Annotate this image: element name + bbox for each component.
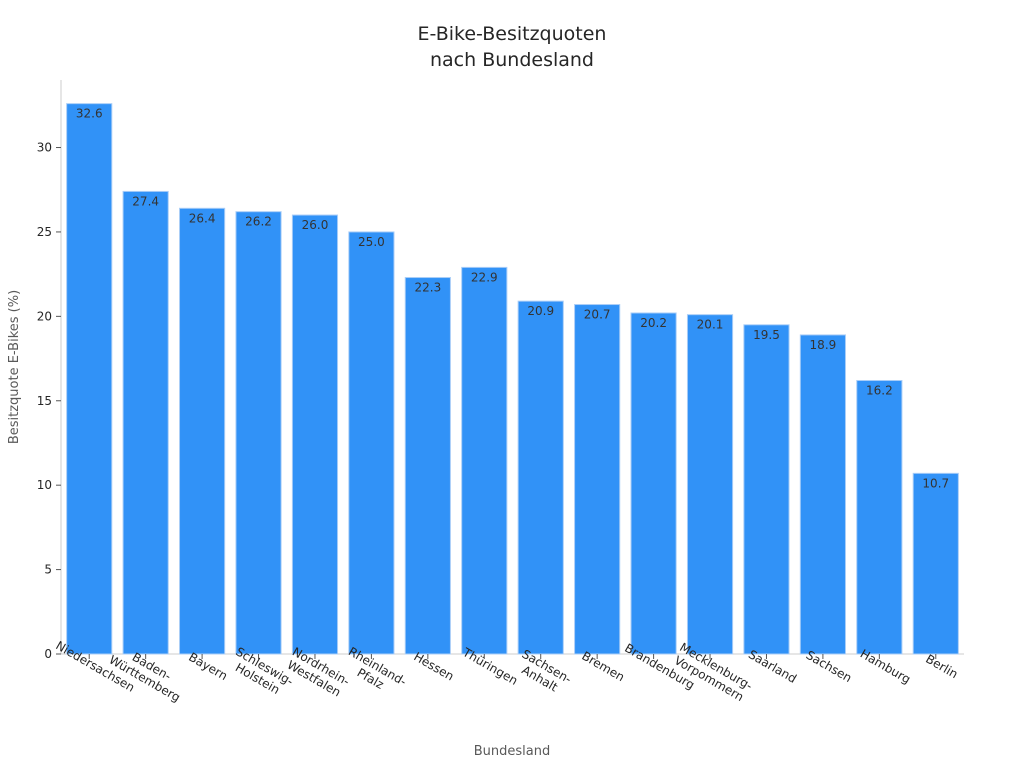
- data-label: 27.4: [132, 194, 159, 208]
- data-label: 19.5: [753, 328, 780, 342]
- x-tick-label-line: Berlin: [923, 652, 960, 682]
- data-label: 22.9: [471, 270, 498, 284]
- y-tick-label: 15: [37, 394, 52, 408]
- bar: [856, 380, 903, 655]
- bar: [122, 190, 169, 655]
- y-tick-label: 25: [37, 225, 52, 239]
- data-label: 20.7: [584, 308, 611, 322]
- y-axis-title: Besitzquote E-Bikes (%): [7, 290, 22, 444]
- data-label: 25.0: [358, 235, 385, 249]
- bar: [291, 214, 339, 655]
- data-label: 20.2: [640, 316, 667, 330]
- y-tick-label: 5: [44, 563, 52, 577]
- x-tick-label-line: Bayern: [186, 650, 230, 683]
- y-tick-label: 20: [37, 309, 52, 323]
- bar: [574, 304, 621, 655]
- data-label: 26.0: [302, 218, 329, 232]
- bar: [686, 314, 734, 655]
- bar: [517, 300, 564, 655]
- data-label: 16.2: [866, 384, 893, 398]
- data-label: 18.9: [810, 338, 837, 352]
- x-tick-label-line: Hessen: [411, 649, 456, 683]
- x-tick-label: Sachsen-Anhalt: [519, 647, 574, 695]
- bar: [404, 277, 451, 655]
- data-label: 26.2: [245, 215, 272, 229]
- y-tick-label: 0: [44, 647, 52, 661]
- x-axis-title: Bundesland: [474, 744, 551, 759]
- bar: [66, 103, 113, 655]
- bar: [179, 207, 226, 655]
- data-label: 32.6: [76, 107, 103, 121]
- x-tick-label: Hessen: [411, 649, 456, 683]
- bar: [912, 472, 959, 655]
- y-tick-label: 30: [37, 141, 52, 155]
- chart-title-line-1: E-Bike-Besitzquoten: [418, 23, 607, 45]
- bar: [235, 211, 282, 655]
- x-tick-label: Bayern: [186, 650, 230, 683]
- bar: [799, 334, 846, 655]
- bar: [743, 324, 790, 655]
- y-tick-label: 10: [37, 478, 52, 492]
- bar: [348, 231, 395, 655]
- data-label: 20.1: [697, 318, 724, 332]
- chart-title-line-2: nach Bundesland: [430, 49, 594, 71]
- bar: [630, 312, 677, 655]
- bar: [461, 266, 508, 655]
- plot-area: 05101520253032.6Niedersachsen27.4Baden-W…: [37, 80, 964, 705]
- data-label: 26.4: [189, 211, 216, 225]
- x-tick-label: Berlin: [923, 652, 960, 682]
- data-label: 22.3: [414, 281, 441, 295]
- data-label: 20.9: [527, 304, 554, 318]
- data-label: 10.7: [922, 476, 949, 490]
